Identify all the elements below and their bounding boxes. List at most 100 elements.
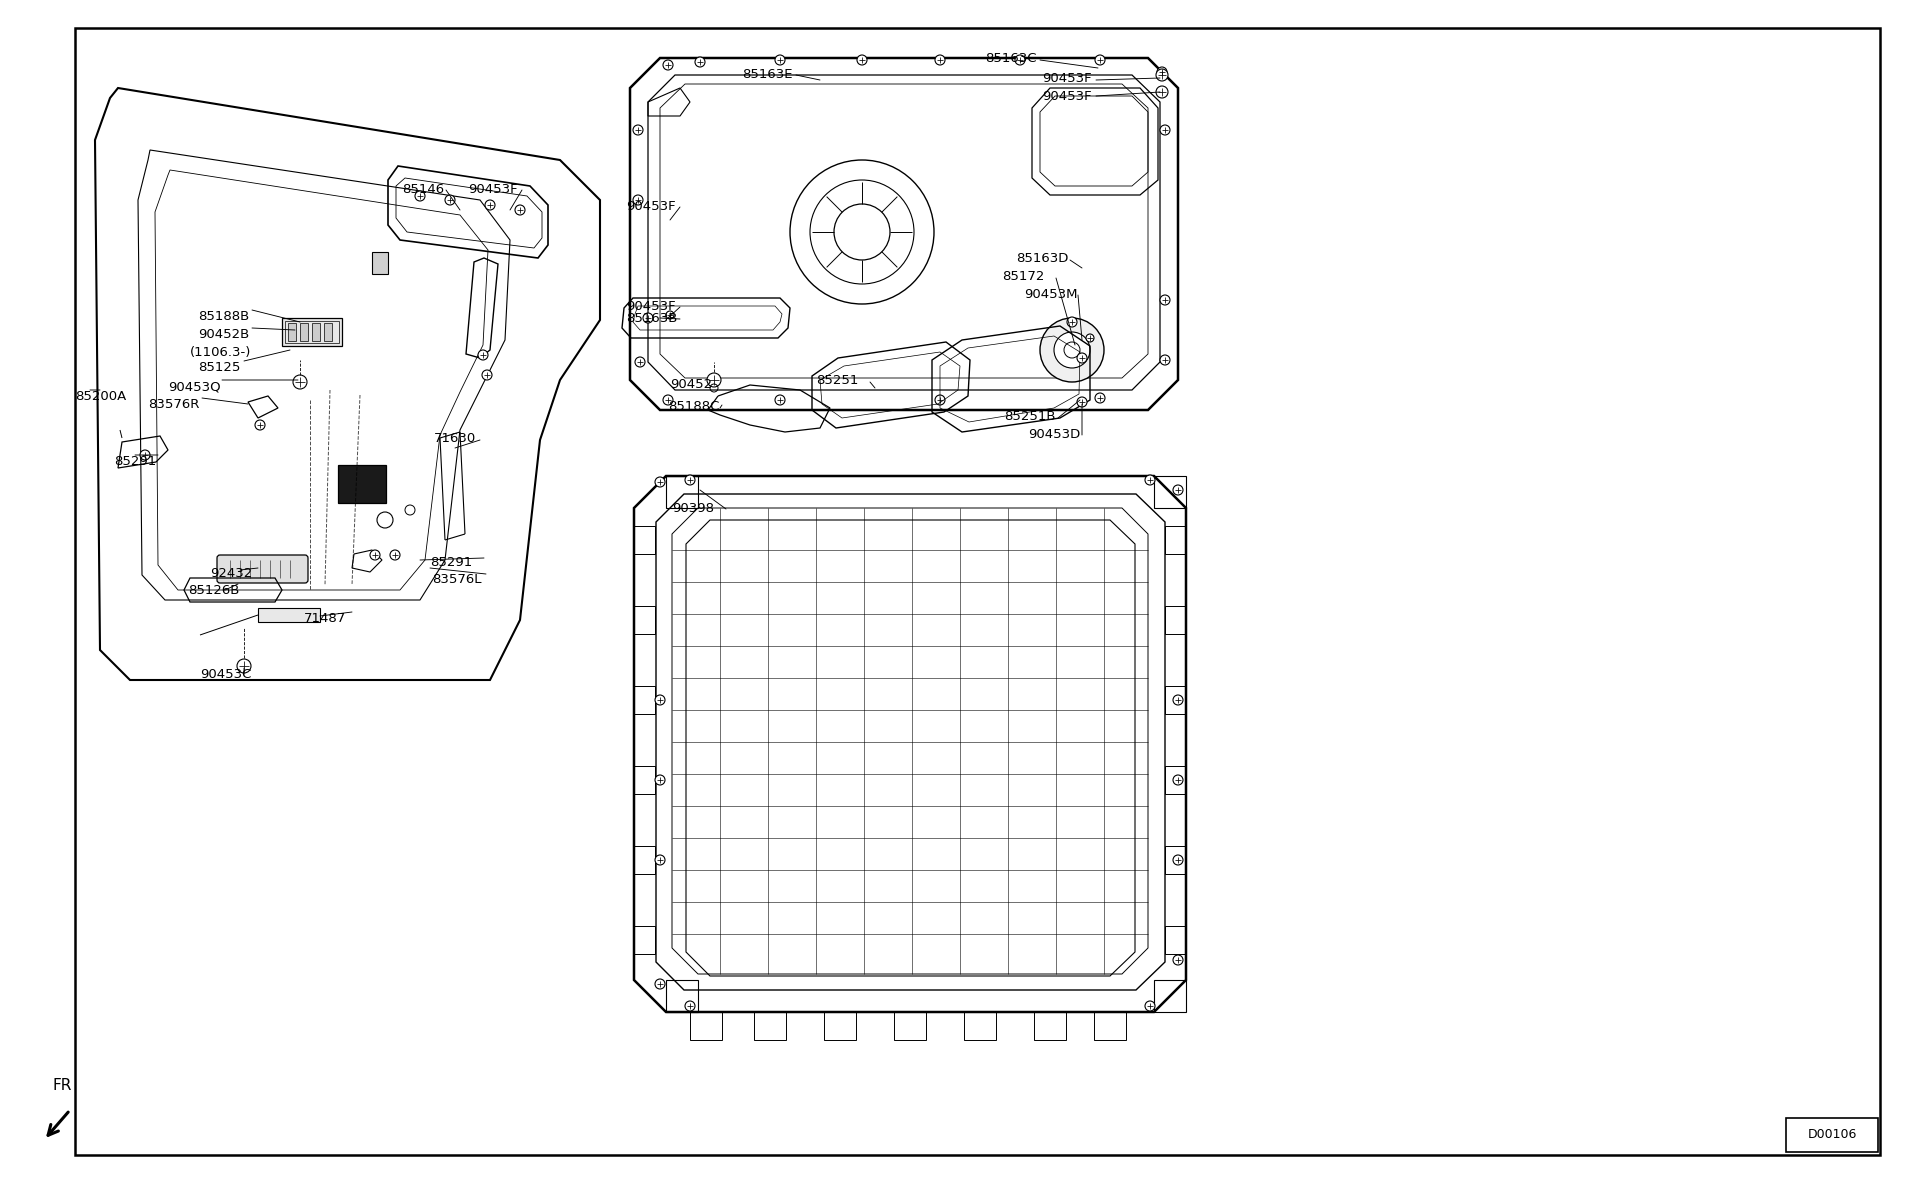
Circle shape (654, 979, 666, 989)
Text: 85126B: 85126B (189, 584, 240, 597)
Circle shape (1077, 353, 1087, 363)
Circle shape (416, 191, 425, 201)
Text: 90453F: 90453F (625, 300, 675, 313)
Circle shape (934, 395, 946, 405)
Text: (1106.3-): (1106.3-) (191, 345, 252, 358)
Circle shape (1055, 332, 1091, 368)
Circle shape (664, 61, 673, 70)
Text: 85200A: 85200A (74, 391, 126, 404)
Bar (284, 320, 339, 343)
Circle shape (1095, 393, 1104, 404)
Text: 85125: 85125 (198, 361, 240, 374)
Bar (1787, 1118, 1878, 1153)
Circle shape (1173, 855, 1182, 865)
Bar (324, 323, 332, 341)
Text: 71487: 71487 (303, 612, 347, 626)
Text: FR: FR (51, 1078, 71, 1093)
Text: 85251: 85251 (816, 374, 858, 387)
Text: 85163E: 85163E (742, 68, 793, 81)
Circle shape (633, 125, 643, 135)
Circle shape (484, 199, 496, 210)
Bar (288, 323, 296, 341)
Circle shape (774, 395, 786, 405)
Circle shape (1156, 85, 1167, 99)
Circle shape (635, 357, 645, 367)
Text: 90453F: 90453F (1041, 90, 1091, 103)
Circle shape (774, 55, 786, 65)
Text: 90452B: 90452B (198, 328, 250, 341)
Text: 85163C: 85163C (986, 52, 1037, 65)
Text: 83576R: 83576R (149, 398, 200, 411)
Circle shape (685, 475, 694, 485)
Bar (372, 252, 387, 274)
Text: 85291: 85291 (429, 556, 473, 569)
Circle shape (1173, 775, 1182, 785)
Circle shape (1085, 334, 1095, 342)
Circle shape (1156, 69, 1167, 81)
Circle shape (664, 395, 673, 405)
Circle shape (1173, 956, 1182, 965)
Text: 90398: 90398 (671, 502, 713, 515)
Text: 85163D: 85163D (1016, 252, 1068, 265)
Circle shape (685, 1001, 694, 1011)
Text: 85251B: 85251B (1003, 410, 1055, 423)
Circle shape (1039, 318, 1104, 382)
Circle shape (654, 696, 666, 705)
Text: D00106: D00106 (1808, 1129, 1857, 1142)
Circle shape (391, 550, 400, 560)
Text: 90453Q: 90453Q (168, 380, 221, 393)
Text: 90453D: 90453D (1028, 429, 1079, 442)
Circle shape (1077, 396, 1087, 407)
Circle shape (370, 550, 379, 560)
Bar (282, 318, 341, 345)
Circle shape (654, 775, 666, 785)
Text: 85146: 85146 (402, 183, 444, 196)
Text: 83576L: 83576L (433, 573, 481, 586)
Circle shape (654, 477, 666, 487)
Text: 71630: 71630 (435, 432, 477, 445)
Bar (338, 465, 385, 503)
Text: 85188C: 85188C (667, 400, 719, 413)
Text: 90453F: 90453F (625, 199, 675, 212)
Circle shape (856, 55, 868, 65)
Text: 90453F: 90453F (1041, 72, 1091, 85)
Circle shape (1159, 125, 1171, 135)
Circle shape (479, 350, 488, 360)
Text: 85163B: 85163B (625, 312, 677, 325)
Circle shape (1158, 66, 1167, 77)
Circle shape (256, 420, 265, 430)
Circle shape (294, 375, 307, 389)
Text: 90453M: 90453M (1024, 288, 1077, 301)
Text: 90453C: 90453C (200, 668, 252, 681)
Circle shape (1144, 475, 1156, 485)
Text: 90452: 90452 (669, 377, 711, 391)
Circle shape (1015, 55, 1024, 65)
Circle shape (139, 450, 151, 461)
FancyBboxPatch shape (217, 556, 309, 583)
Circle shape (666, 311, 673, 319)
Circle shape (633, 195, 643, 205)
Bar (299, 323, 309, 341)
Text: 92432: 92432 (210, 567, 252, 580)
Circle shape (654, 855, 666, 865)
Circle shape (444, 195, 456, 205)
Bar (257, 608, 320, 622)
Circle shape (515, 205, 524, 215)
Circle shape (1173, 696, 1182, 705)
Circle shape (236, 659, 252, 673)
Bar (313, 323, 320, 341)
Circle shape (643, 313, 652, 323)
Circle shape (707, 373, 721, 387)
Circle shape (1095, 55, 1104, 65)
Circle shape (1159, 296, 1171, 305)
Circle shape (1173, 485, 1182, 495)
Circle shape (694, 57, 706, 66)
Text: 90453F: 90453F (467, 183, 517, 196)
Text: 85291: 85291 (114, 455, 156, 468)
Circle shape (1144, 1001, 1156, 1011)
Circle shape (1068, 317, 1077, 326)
Text: 85188B: 85188B (198, 310, 250, 323)
Circle shape (482, 370, 492, 380)
Circle shape (934, 55, 946, 65)
Text: 85172: 85172 (1001, 269, 1045, 283)
